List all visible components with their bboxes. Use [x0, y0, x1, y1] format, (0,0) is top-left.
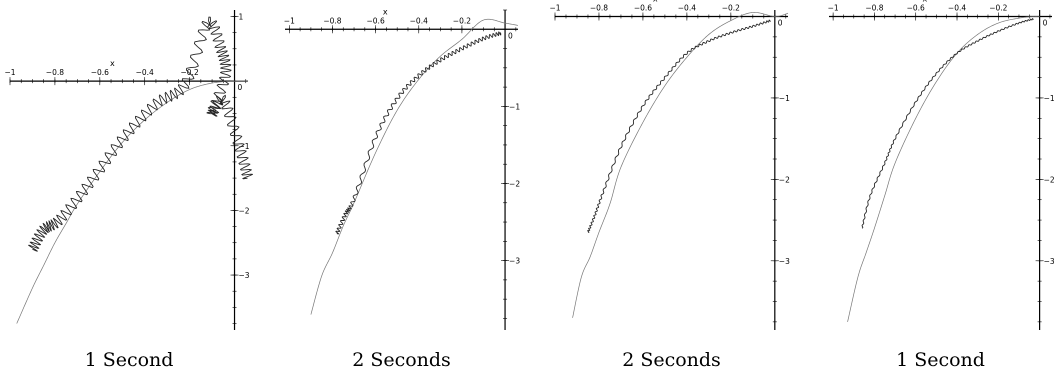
- y-tick-label: −2: [779, 175, 790, 184]
- panel-2: −1 −0.8 −0.6 −0.4 −0.2 0 −1 −2 −3 x 2 Seconds: [284, 7, 521, 371]
- x-axis-label: x: [653, 0, 658, 4]
- x-axis-label: x: [923, 0, 928, 4]
- y-tick-label: −1: [1044, 94, 1055, 103]
- x-tick-label: −0.6: [91, 68, 109, 77]
- x-axis-label: x: [383, 7, 388, 16]
- x-tick-label: −0.4: [136, 68, 154, 77]
- x-tick-label: −0.2: [453, 16, 471, 25]
- y-tick-label: −2: [1044, 175, 1055, 184]
- y-tick-label: −3: [1044, 257, 1055, 266]
- x-tick-label: −1: [828, 4, 839, 13]
- x-tick-label: −1: [549, 4, 560, 13]
- x-tick-label: 0: [508, 31, 513, 40]
- x-tick-label: −0.2: [989, 4, 1007, 13]
- y-tick-label: −1: [239, 142, 250, 151]
- y-tick-label: −3: [779, 257, 790, 266]
- x-tick-label: −0.8: [46, 68, 64, 77]
- series-reference-curve: [847, 16, 1040, 322]
- series-approximation-curve: [587, 19, 771, 233]
- panel-1: −1 −0.8 −0.6 −0.4 −0.2 0 1 −1 −2 −3 x 1 Second: [4, 10, 253, 371]
- x-tick-label: −0.8: [323, 16, 341, 25]
- series-approximation-curve: [861, 18, 1034, 229]
- panel-caption: 1 Second: [85, 349, 174, 371]
- x-tick-label: 0: [238, 83, 243, 92]
- x-axis-label: x: [110, 59, 115, 68]
- x-tick-label: 0: [1043, 19, 1048, 28]
- y-tick-label: −1: [509, 102, 520, 111]
- panel-caption: 1 Second: [896, 349, 985, 371]
- x-tick-label: −1: [4, 68, 15, 77]
- y-tick-label: −2: [239, 206, 250, 215]
- panel-caption: 2 Seconds: [352, 349, 451, 371]
- series-approximation-curve: [28, 16, 253, 252]
- x-tick-label: −1: [284, 16, 295, 25]
- x-tick-label: −0.6: [907, 4, 925, 13]
- x-tick-label: −0.4: [678, 4, 696, 13]
- x-tick-label: −0.8: [590, 4, 608, 13]
- x-tick-label: −0.4: [410, 16, 428, 25]
- x-tick-label: −0.4: [948, 4, 966, 13]
- series-reference-curve: [16, 80, 248, 324]
- x-tick-label: 0: [778, 19, 783, 28]
- panel-3: −1 −0.8 −0.6 −0.4 −0.2 0 −1 −2 −3 x 2 Seconds: [549, 0, 790, 371]
- x-tick-label: −0.8: [865, 4, 883, 13]
- x-tick-label: −0.2: [181, 68, 199, 77]
- series-reference-curve: [310, 18, 519, 315]
- x-tick-label: −0.6: [367, 16, 385, 25]
- panel-4: −1 −0.8 −0.6 −0.4 −0.2 0 −1 −2 −3 x 1 Second: [828, 0, 1055, 371]
- y-tick-label: −1: [779, 94, 790, 103]
- x-tick-label: −0.2: [722, 4, 740, 13]
- y-tick-label: −2: [509, 179, 520, 188]
- panel-caption: 2 Seconds: [622, 349, 721, 371]
- x-tick-label: −0.6: [634, 4, 652, 13]
- series-approximation-curve: [335, 31, 502, 235]
- series-reference-curve: [572, 12, 789, 318]
- y-tick-label: −3: [509, 257, 520, 266]
- y-tick-label: −3: [239, 271, 250, 280]
- y-tick-label: 1: [239, 12, 244, 21]
